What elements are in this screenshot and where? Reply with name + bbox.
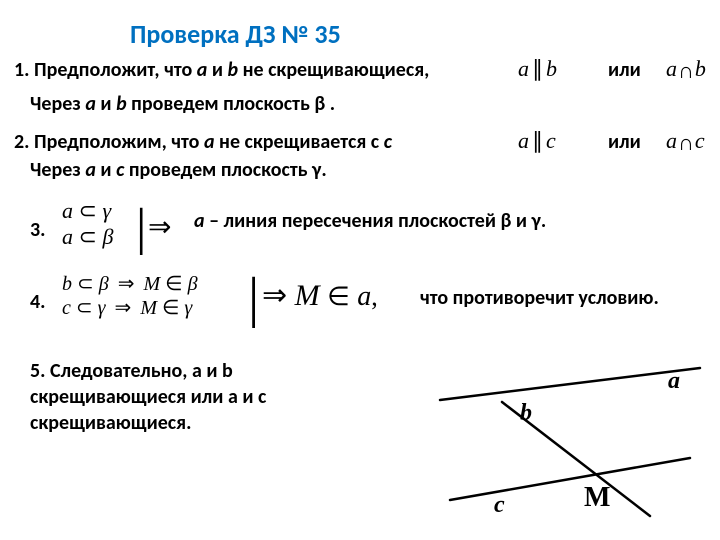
step4-system: b β M β c γ M γ (62, 272, 198, 320)
step5-text: 5. Следовательно, a и b скрещивающиеся и… (30, 358, 330, 436)
step1-plane-b: b (116, 92, 127, 116)
step1-plane-and: и (96, 92, 116, 116)
parallel-icon (532, 56, 543, 81)
step2-line: 2. Предположим, что а не скрещивается с … (14, 130, 392, 154)
intersect-icon-2 (678, 128, 694, 153)
s3-desc-a: а (194, 209, 205, 233)
step1-suffix: не скрещивающиеся, (238, 58, 429, 82)
step3-bar: | (136, 198, 146, 257)
step3-row1: a γ (62, 198, 113, 224)
step1-plane-suffix: проведем плоскость β . (127, 92, 336, 116)
s3r1-set: γ (102, 198, 111, 223)
slide-title: Проверка ДЗ № 35 (130, 18, 341, 50)
step2-a: а (204, 130, 215, 154)
elem-icon (165, 273, 182, 295)
step2-plane-suffix: проведем плоскость γ. (124, 158, 326, 182)
math2a-c: c (546, 128, 556, 153)
step4-row2: c γ M γ (62, 296, 198, 320)
s3r1-a: a (62, 198, 73, 223)
s4r2-gamma: γ (98, 297, 106, 319)
step1-plane-a: а (85, 92, 96, 116)
s3r2-set: β (102, 224, 113, 249)
step1-b: b (227, 58, 238, 82)
step1-and: и (207, 58, 227, 82)
s4-comma: , (371, 282, 378, 311)
step3-row2: a β (62, 224, 113, 250)
line-a (440, 368, 700, 400)
step2-c: с (384, 130, 392, 154)
step2-plane: Через а и с проведем плоскость γ. (30, 158, 327, 182)
implies-icon-2 (118, 273, 135, 295)
math2b-a: a (666, 128, 677, 153)
step2-mid: не скрещивается с (215, 130, 384, 154)
step4-row1: b β M β (62, 272, 198, 296)
label-b: b (520, 400, 532, 427)
step3-num: 3. (30, 218, 45, 242)
implies-icon (148, 212, 171, 243)
math2b-c: c (695, 128, 705, 153)
or2-label: или (608, 130, 641, 154)
step4-bar: | (248, 266, 259, 330)
subset-icon-2 (79, 224, 97, 249)
implies-icon-3 (115, 297, 132, 319)
math2-intersect: ac (666, 128, 705, 154)
s3-desc-text: – линия пересечения плоскостей β и γ. (205, 209, 547, 233)
step3-system: a γ a β (62, 198, 113, 250)
label-a: a (668, 368, 680, 395)
subset-icon (79, 198, 97, 223)
lines-diagram: a b c М (380, 340, 710, 540)
s4r1-beta: β (99, 273, 109, 295)
parallel-icon-2 (532, 128, 543, 153)
step1-prefix: 1. Предположит, что (14, 58, 197, 82)
math2-parallel: ac (518, 128, 556, 154)
s4r1-M: M (144, 273, 161, 295)
s4r2-M: M (140, 297, 157, 319)
step1-plane: Через а и b проведем плоскость β . (30, 92, 335, 116)
diagram-svg (380, 340, 710, 540)
implies-icon-4 (262, 279, 287, 312)
math1a-a: a (518, 56, 529, 81)
math1-intersect: ab (666, 56, 706, 82)
step2-plane-prefix: Через (30, 158, 85, 182)
math1-parallel: ab (518, 56, 557, 82)
s4r1-b: b (62, 273, 72, 295)
step1-a: а (197, 58, 208, 82)
subset-icon-3 (77, 273, 94, 295)
subset-icon-4 (76, 297, 93, 319)
math1a-b: b (546, 56, 557, 81)
step3-desc: а – линия пересечения плоскостей β и γ. (194, 208, 554, 234)
step2-prefix: 2. Предположим, что (14, 130, 204, 154)
or1-label: или (608, 58, 641, 82)
step4-conclusion: M a, (262, 278, 378, 313)
elem-icon-2 (162, 297, 179, 319)
s4r2-gamma2: γ (184, 297, 192, 319)
elem-icon-3 (327, 282, 350, 311)
step3-implies (148, 210, 171, 244)
step4-desc: что противоречит условию. (420, 286, 659, 310)
s4-concl-a: a (357, 281, 371, 312)
label-c: c (494, 492, 505, 519)
label-M: М (584, 482, 610, 514)
math2a-a: a (518, 128, 529, 153)
step2-plane-a: а (85, 158, 96, 182)
step1-line: 1. Предположит, что а и b не скрещивающи… (14, 58, 429, 82)
step4-num: 4. (30, 290, 45, 314)
s3r2-a: a (62, 224, 73, 249)
s4-concl-M: M (295, 279, 320, 312)
math1b-a: a (666, 56, 677, 81)
s4r2-c: c (62, 297, 71, 319)
step2-plane-and: и (96, 158, 116, 182)
s4r1-beta2: β (188, 273, 198, 295)
math1b-b: b (695, 56, 706, 81)
line-c (450, 458, 690, 500)
intersect-icon (678, 56, 694, 81)
step1-plane-prefix: Через (30, 92, 85, 116)
